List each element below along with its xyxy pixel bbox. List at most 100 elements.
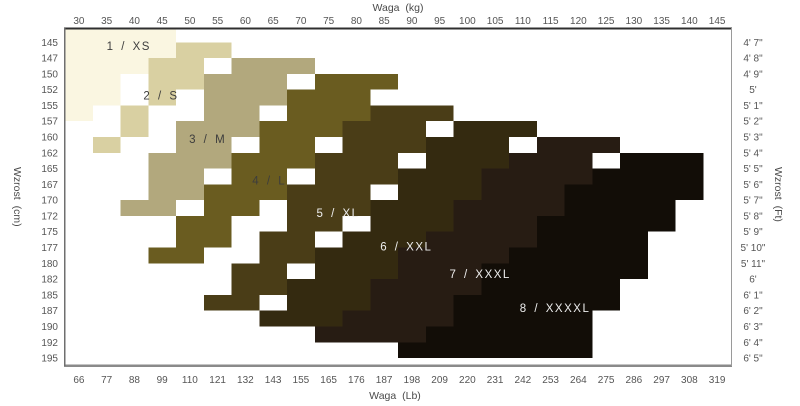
size-labels: 1 / XS 2 / S 3 / M 4 / L 5 / XL 6 / XXL 7 / XX…	[107, 41, 591, 315]
kg-tick: 110	[515, 16, 531, 27]
band-step	[287, 215, 343, 232]
band-step	[509, 247, 648, 264]
lb-tick: 110	[182, 375, 198, 386]
axis-top-kg: 30 35 40 45 50 55 60 65 70 75 80 85 90 95 100 105 110 115…	[73, 2, 726, 27]
size-label-s: 2 / S	[143, 90, 178, 102]
band-step	[231, 168, 287, 185]
band-step	[398, 342, 593, 359]
band-step	[176, 137, 232, 153]
size-label-xxl: 6 / XXL	[380, 241, 432, 253]
band-step	[231, 263, 287, 280]
cm-tick: 160	[41, 133, 58, 144]
band-step	[481, 184, 565, 201]
band-step	[453, 310, 593, 327]
band-step	[398, 247, 509, 264]
kg-tick: 125	[598, 16, 615, 27]
lb-tick: 77	[101, 375, 113, 386]
band-step	[148, 184, 204, 201]
band-step	[370, 279, 482, 295]
band-3-m	[120, 58, 315, 216]
ft-tick: 5' 6"	[743, 180, 763, 191]
ft-tick: 5'	[749, 85, 757, 96]
lb-tick: 319	[709, 375, 726, 386]
kg-tick: 60	[240, 16, 252, 27]
cm-tick: 150	[41, 69, 58, 80]
kg-tick: 50	[184, 16, 196, 27]
axis-title-top: Waga (kg)	[372, 2, 423, 14]
cm-tick: 162	[41, 148, 58, 159]
band-step	[203, 105, 260, 122]
band-step	[203, 89, 287, 106]
band-step	[259, 231, 315, 248]
band-step	[259, 247, 315, 264]
band-5-xl	[203, 105, 454, 311]
cm-tick: 190	[41, 322, 58, 333]
kg-tick: 55	[212, 16, 224, 27]
kg-tick: 135	[653, 16, 670, 27]
band-step	[425, 152, 509, 169]
axis-title-bottom: Waga (Lb)	[369, 390, 421, 402]
lb-tick: 99	[157, 375, 169, 386]
band-step	[65, 29, 176, 43]
kg-tick: 70	[295, 16, 307, 27]
ft-tick: 6' 3"	[743, 322, 763, 333]
kg-tick: 35	[101, 16, 113, 27]
band-step	[592, 168, 704, 185]
lb-tick: 286	[626, 375, 643, 386]
band-step	[203, 200, 260, 216]
band-step	[564, 184, 704, 201]
kg-tick: 130	[626, 16, 643, 27]
band-step	[536, 215, 676, 232]
ft-tick: 6' 4"	[743, 338, 763, 349]
lb-tick: 231	[487, 375, 504, 386]
cm-tick: 147	[41, 54, 58, 65]
size-label-xxxl: 7 / XXXL	[449, 269, 510, 281]
lb-tick: 198	[404, 375, 421, 386]
size-label-xxxxl: 8 / XXXXL	[520, 303, 591, 315]
band-step	[370, 105, 454, 122]
ft-tick: 5' 4"	[743, 148, 763, 159]
band-step	[231, 279, 287, 295]
lb-tick: 297	[653, 375, 670, 386]
cm-tick: 170	[41, 196, 58, 207]
band-step	[342, 137, 426, 153]
lb-tick: 132	[237, 375, 254, 386]
band-step	[231, 58, 315, 74]
axis-left-cm: 145 147 150 152 155 157 160 162 165 167 170 172 175 1…	[11, 38, 58, 365]
lb-tick: 88	[129, 375, 141, 386]
band-step	[314, 326, 426, 343]
band-step	[120, 121, 149, 137]
ft-tick: 6' 5"	[743, 354, 763, 365]
band-step	[370, 294, 454, 311]
cm-tick: 185	[41, 290, 58, 301]
size-label-xl: 5 / XL	[317, 208, 360, 220]
band-step	[425, 137, 509, 153]
kg-tick: 75	[323, 16, 335, 27]
band-step	[176, 42, 232, 59]
band-step	[314, 152, 398, 169]
lb-tick: 264	[570, 375, 587, 386]
band-step	[203, 294, 260, 311]
band-step	[453, 121, 537, 137]
ft-tick: 4' 9"	[743, 69, 763, 80]
band-7-xxxl	[314, 137, 620, 343]
band-step	[148, 58, 204, 74]
band-step	[536, 137, 620, 153]
ft-tick: 5' 3"	[743, 133, 763, 144]
band-step	[287, 279, 371, 295]
cm-tick: 157	[41, 117, 58, 128]
band-step	[148, 89, 176, 106]
cm-tick: 192	[41, 338, 58, 349]
band-step	[314, 263, 398, 280]
band-step	[342, 310, 454, 327]
lb-tick: 121	[209, 375, 226, 386]
axis-right-ft: 4' 7" 4' 8" 4' 9" 5' 5' 1" 5' 2" 5' 3" 5' 4" 5' …	[741, 38, 784, 365]
ft-tick: 5' 11"	[741, 259, 766, 270]
band-step	[120, 200, 176, 216]
band-step	[259, 137, 315, 153]
band-step	[65, 105, 93, 122]
kg-tick: 105	[487, 16, 504, 27]
band-step	[176, 231, 232, 248]
kg-tick: 30	[73, 16, 85, 27]
lb-tick: 155	[293, 375, 310, 386]
